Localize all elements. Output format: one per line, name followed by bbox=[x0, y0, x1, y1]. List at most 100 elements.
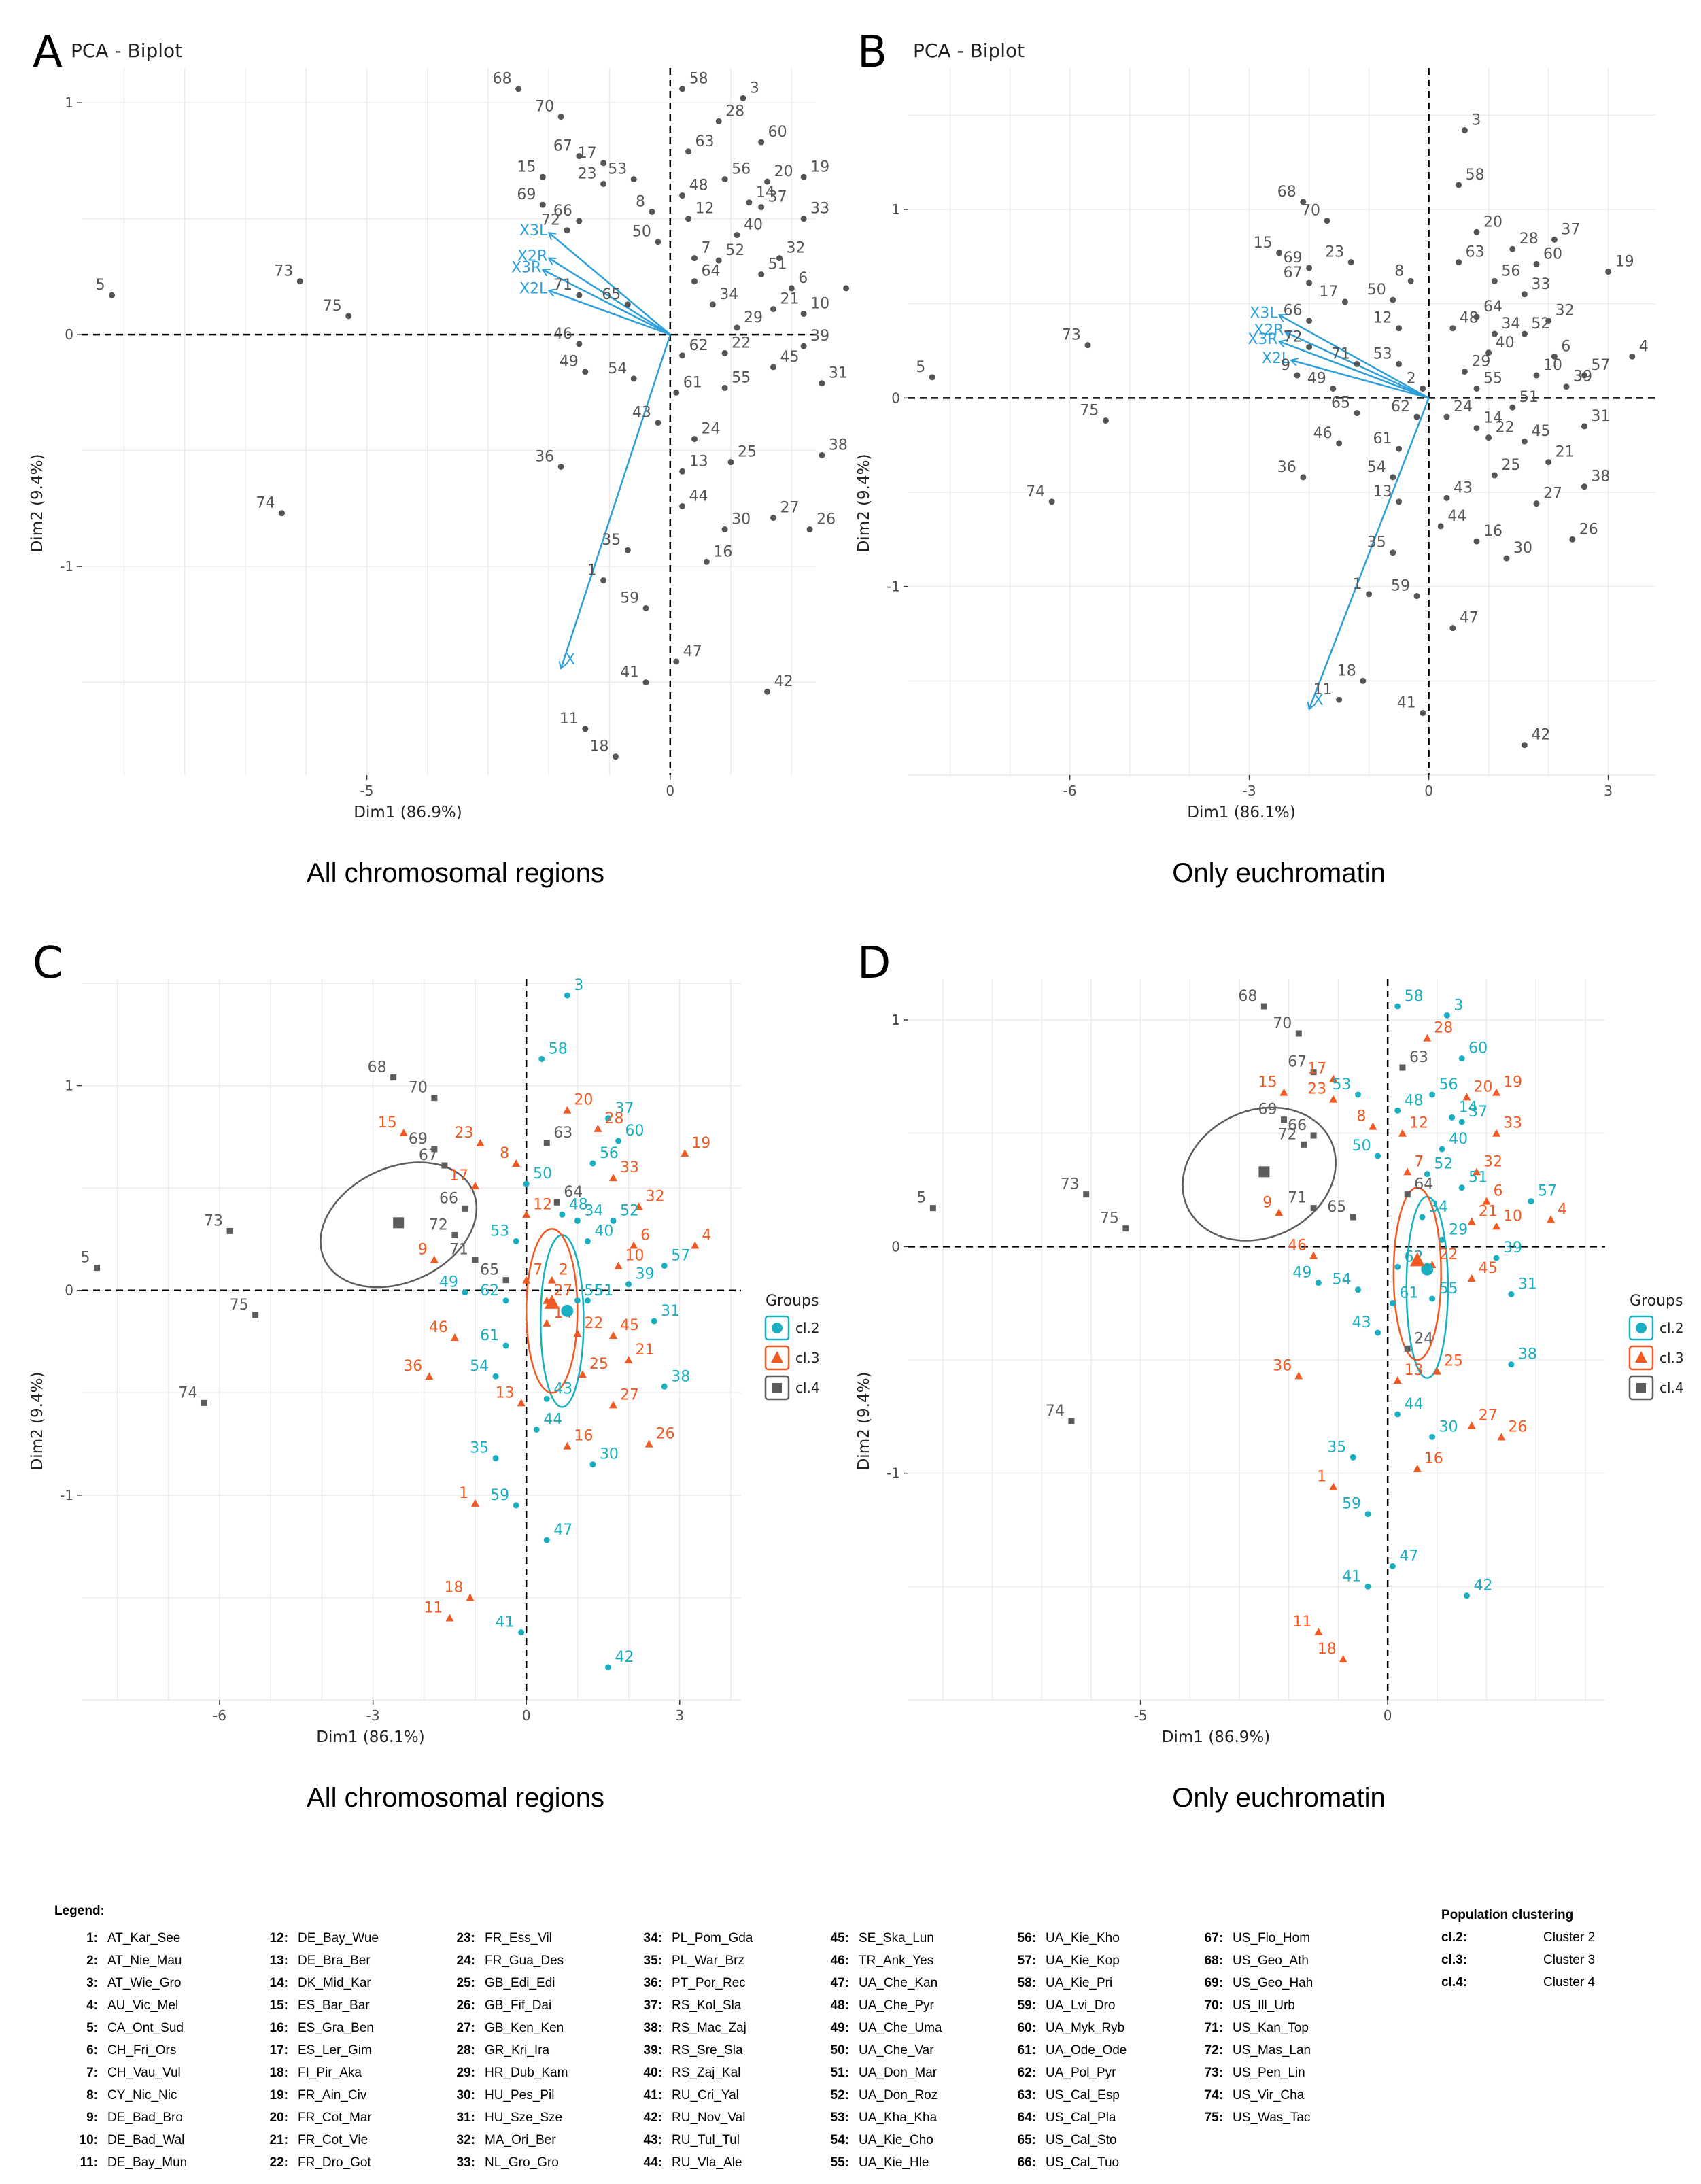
legend-entry: 13: DE_Bra_Ber bbox=[245, 1949, 379, 1972]
data-point bbox=[1443, 494, 1450, 501]
legend-entry-number: 43: bbox=[643, 2133, 662, 2147]
legend-entry-label: UA_Che_Kan bbox=[859, 1976, 938, 1990]
legend-entry: 12: DE_Bay_Wue bbox=[245, 1927, 379, 1949]
point-label: 71 bbox=[1331, 345, 1350, 362]
point-label: 10 bbox=[1503, 1208, 1522, 1225]
data-point bbox=[630, 375, 637, 382]
data-point bbox=[770, 515, 777, 522]
point-label: 1 bbox=[459, 1485, 468, 1502]
data-point bbox=[655, 239, 662, 245]
point-label: 41 bbox=[620, 664, 639, 681]
grid-lines bbox=[908, 979, 1605, 1701]
legend-entry: 53: UA_Kha_Kha bbox=[806, 2106, 942, 2129]
point-label: 3 bbox=[1454, 997, 1463, 1014]
point-label: 45 bbox=[620, 1317, 639, 1334]
point-label: 20 bbox=[1483, 214, 1502, 231]
point-label: 2 bbox=[1407, 370, 1416, 387]
point-label: 45 bbox=[780, 349, 800, 366]
point-label: 28 bbox=[1519, 231, 1539, 248]
data-point bbox=[819, 451, 825, 458]
point-label: 55 bbox=[1483, 370, 1502, 387]
data-point bbox=[1429, 1295, 1436, 1302]
data-point bbox=[1329, 1482, 1338, 1490]
point-label: 17 bbox=[578, 145, 597, 162]
point-label: 32 bbox=[646, 1188, 665, 1205]
legend-column: 45: SE_Ska_Lun 46: TR_Ank_Yes 47: UA_Che_Kan 4… bbox=[806, 1927, 942, 2174]
y-axis-label: Dim2 (9.4%) bbox=[855, 1372, 873, 1471]
point-label: 68 bbox=[493, 71, 512, 88]
variable-arrow-label: X3L bbox=[1250, 305, 1278, 322]
legend-entry-label: UA_Kie_Cho bbox=[859, 2133, 933, 2147]
data-point bbox=[1364, 1583, 1371, 1590]
legend-entry-label: US_Cal_Sto bbox=[1046, 2133, 1117, 2147]
data-point bbox=[1467, 1217, 1476, 1225]
data-point bbox=[1398, 1129, 1407, 1137]
panel-caption: Only euchromatin bbox=[1172, 1783, 1386, 1813]
legend-entry-number: 64: bbox=[1017, 2111, 1036, 2125]
variable-arrow-label: X2R bbox=[1254, 322, 1284, 339]
point-label: 12 bbox=[1373, 310, 1392, 327]
point-label: 30 bbox=[732, 511, 751, 528]
legend-entry-number: 60: bbox=[1017, 2021, 1036, 2035]
point-label: 64 bbox=[564, 1184, 583, 1201]
point-label: 57 bbox=[671, 1248, 690, 1265]
legend-entry-label: HU_Pes_Pil bbox=[485, 2088, 555, 2102]
legend-entry-number: 6: bbox=[86, 2043, 98, 2058]
point-label: 55 bbox=[732, 370, 751, 387]
point-label: 54 bbox=[1333, 1272, 1352, 1289]
point-label: 23 bbox=[1325, 244, 1344, 261]
legend-entry: 71: US_Kan_Top bbox=[1180, 2017, 1313, 2039]
point-label: 60 bbox=[1543, 245, 1562, 262]
legend-entry-label: UA_Che_Uma bbox=[859, 2021, 942, 2035]
point-label: 39 bbox=[810, 328, 829, 345]
legend-entry: 26: GB_Fif_Dai bbox=[432, 1994, 568, 2017]
legend-entry-label: FR_Dro_Got bbox=[298, 2155, 371, 2170]
data-point bbox=[533, 1427, 540, 1433]
data-point bbox=[843, 285, 850, 292]
legend-entry-label: US_Cal_Pla bbox=[1046, 2111, 1116, 2125]
data-point bbox=[776, 255, 783, 262]
data-point bbox=[1280, 1116, 1287, 1123]
point-label: 66 bbox=[1288, 1117, 1307, 1134]
data-point bbox=[630, 176, 637, 183]
point-label: 34 bbox=[584, 1202, 603, 1219]
point-label: 5 bbox=[916, 1190, 926, 1207]
variable-arrow-label: X bbox=[565, 651, 575, 668]
data-point bbox=[679, 352, 686, 359]
legend-entry: 62: UA_Pol_Pyr bbox=[993, 2062, 1127, 2084]
data-point bbox=[584, 1297, 591, 1304]
data-point bbox=[625, 1281, 632, 1288]
point-label: 23 bbox=[578, 165, 597, 182]
data-point bbox=[553, 1199, 560, 1206]
point-label: 66 bbox=[553, 203, 572, 220]
data-point bbox=[1581, 423, 1587, 430]
data-point bbox=[1102, 417, 1109, 424]
point-label: 53 bbox=[1333, 1076, 1352, 1093]
point-label: 3 bbox=[1471, 112, 1481, 129]
legend-entry-number: 33: bbox=[456, 2155, 475, 2170]
point-label: 31 bbox=[1518, 1276, 1537, 1293]
data-point bbox=[1413, 593, 1420, 600]
data-point bbox=[1449, 325, 1456, 332]
point-label: 26 bbox=[1579, 521, 1598, 538]
point-label: 15 bbox=[1258, 1074, 1277, 1091]
legend-entry: 56: UA_Kie_Kho bbox=[993, 1927, 1127, 1949]
point-label: 72 bbox=[1284, 328, 1303, 345]
data-point bbox=[624, 547, 631, 553]
point-label: 60 bbox=[1468, 1040, 1488, 1057]
point-label: 36 bbox=[535, 448, 554, 465]
data-point bbox=[1306, 265, 1313, 271]
data-point bbox=[740, 95, 746, 101]
x-tick-label: 0 bbox=[666, 783, 674, 799]
point-label: 30 bbox=[600, 1446, 619, 1463]
data-point bbox=[1260, 1003, 1267, 1010]
data-point bbox=[515, 86, 522, 92]
legend-entry: 22: FR_Dro_Got bbox=[245, 2151, 379, 2174]
data-point bbox=[564, 992, 570, 999]
data-point bbox=[1443, 1012, 1450, 1019]
legend-entry: 66: US_Cal_Tuo bbox=[993, 2151, 1127, 2174]
data-point bbox=[1472, 1167, 1481, 1176]
point-label: 64 bbox=[1414, 1176, 1433, 1193]
data-point bbox=[634, 1202, 643, 1210]
data-point bbox=[1492, 1129, 1501, 1137]
